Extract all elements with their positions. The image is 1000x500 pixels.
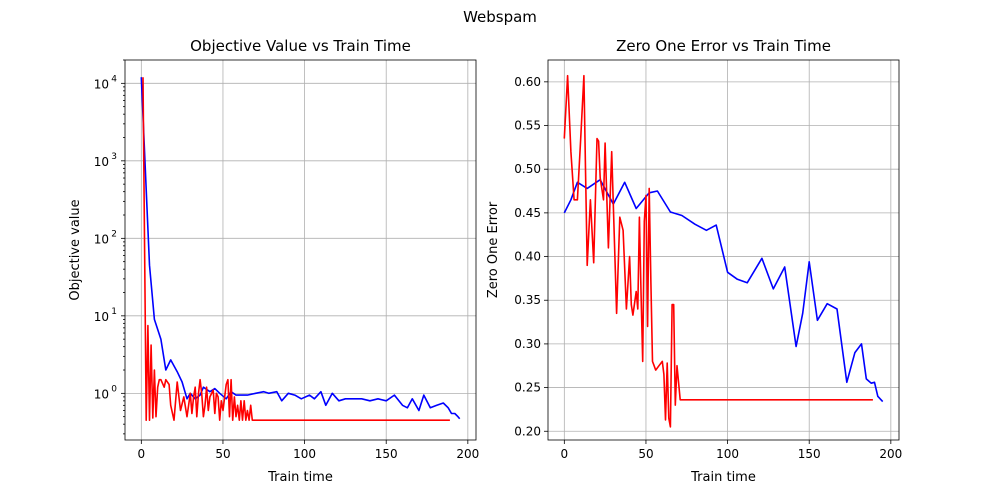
- y-tick-label: 0.55: [514, 119, 541, 133]
- y-tick-label-exponent: 3: [111, 152, 117, 162]
- x-tick-label: 0: [561, 447, 569, 461]
- zero-one-y-axis-label: Zero One Error: [486, 201, 501, 298]
- x-tick-label: 200: [456, 447, 479, 461]
- objective-grid: [125, 60, 476, 440]
- y-tick-label: 10: [94, 155, 109, 169]
- y-tick-label: 10: [94, 232, 109, 246]
- objective-x-axis-label: Train time: [267, 470, 333, 485]
- y-tick-label: 0.45: [514, 206, 541, 220]
- y-tick-label: 0.40: [514, 250, 541, 264]
- y-tick-label-exponent: 1: [111, 307, 117, 317]
- zero-one-plot-frame: [547, 59, 900, 441]
- series-line: [563, 178, 884, 403]
- y-tick-label-exponent: 0: [111, 384, 117, 394]
- y-tick-label: 0.60: [514, 75, 541, 89]
- objective-y-axis-label: Objective value: [68, 199, 83, 300]
- y-tick-label: 0.25: [514, 381, 541, 395]
- y-tick-label-exponent: 2: [111, 229, 117, 239]
- y-tick-label: 10: [94, 310, 109, 324]
- y-tick-label: 0.50: [514, 162, 541, 176]
- objective-chart-title: Objective Value vs Train Time: [190, 37, 411, 55]
- y-tick-label: 0.30: [514, 337, 541, 351]
- x-tick-label: 200: [879, 447, 902, 461]
- series-line: [140, 77, 461, 420]
- x-tick-label: 100: [293, 447, 316, 461]
- x-tick-label: 0: [138, 447, 146, 461]
- zero-one-x-axis-label: Train time: [690, 470, 756, 485]
- y-tick-label: 0.20: [514, 424, 541, 438]
- y-tick-label-exponent: 4: [111, 74, 117, 84]
- zero-one-ticks: 0 50 100 150 200 0.20 0.25 0.30 0.35 0.40 0.45 0.50…: [514, 75, 902, 461]
- zero-one-chart: Zero One Error vs Train Time 0 50 100 150 20…: [486, 37, 902, 485]
- y-tick-label: 0.35: [514, 293, 541, 307]
- zero-one-grid: [548, 60, 899, 440]
- x-tick-label: 50: [215, 447, 230, 461]
- series-line: [142, 77, 450, 422]
- x-tick-label: 50: [638, 447, 653, 461]
- series-line: [563, 74, 873, 428]
- y-tick-label: 10: [94, 77, 109, 91]
- figure-title: Webspam: [463, 8, 537, 26]
- y-tick-label: 10: [94, 387, 109, 401]
- zero-one-chart-title: Zero One Error vs Train Time: [616, 37, 831, 55]
- objective-series: [140, 77, 461, 422]
- x-tick-label: 150: [375, 447, 398, 461]
- x-tick-label: 100: [716, 447, 739, 461]
- x-tick-label: 150: [798, 447, 821, 461]
- zero-one-series: [563, 74, 884, 428]
- objective-chart: Objective Value vs Train Time 0 50 100 150 2…: [68, 37, 479, 485]
